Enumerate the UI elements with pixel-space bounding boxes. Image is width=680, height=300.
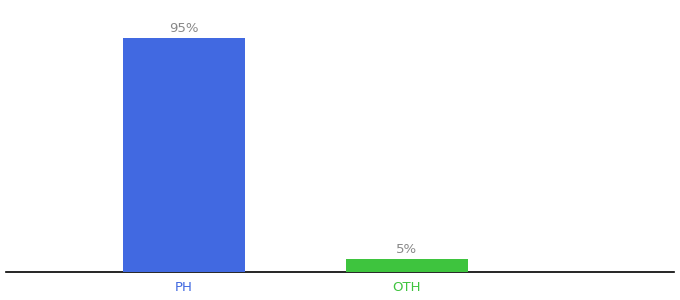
Text: 95%: 95%	[169, 22, 199, 34]
Text: 5%: 5%	[396, 243, 418, 256]
Bar	[122, 38, 245, 272]
Bar	[345, 260, 469, 272]
